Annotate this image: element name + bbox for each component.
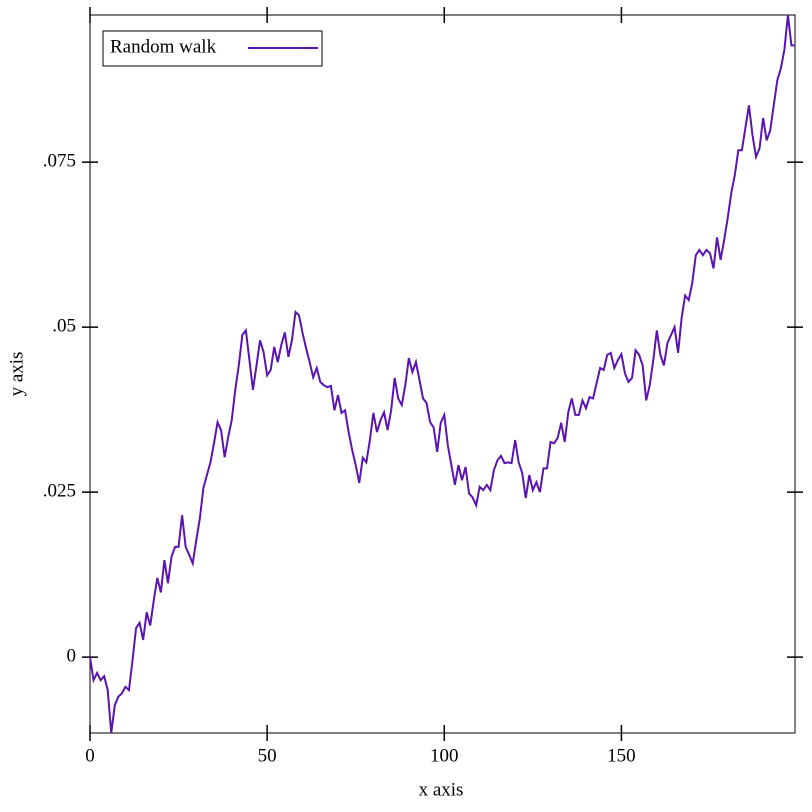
y-axis-label: y axis [6,352,27,397]
legend-label: Random walk [110,36,217,57]
plot-frame [89,14,796,734]
x-axis-label: x axis [419,779,464,800]
y-tick-label: .075 [43,151,76,172]
y-tick-label: .05 [52,316,76,337]
y-tick-label: .025 [43,480,76,501]
line-series [89,14,795,734]
x-tick-label: 50 [258,745,277,766]
x-tick-label: 100 [430,745,459,766]
x-tick-label: 0 [85,745,95,766]
x-tick-label: 150 [607,745,636,766]
y-tick-label: 0 [67,645,77,666]
